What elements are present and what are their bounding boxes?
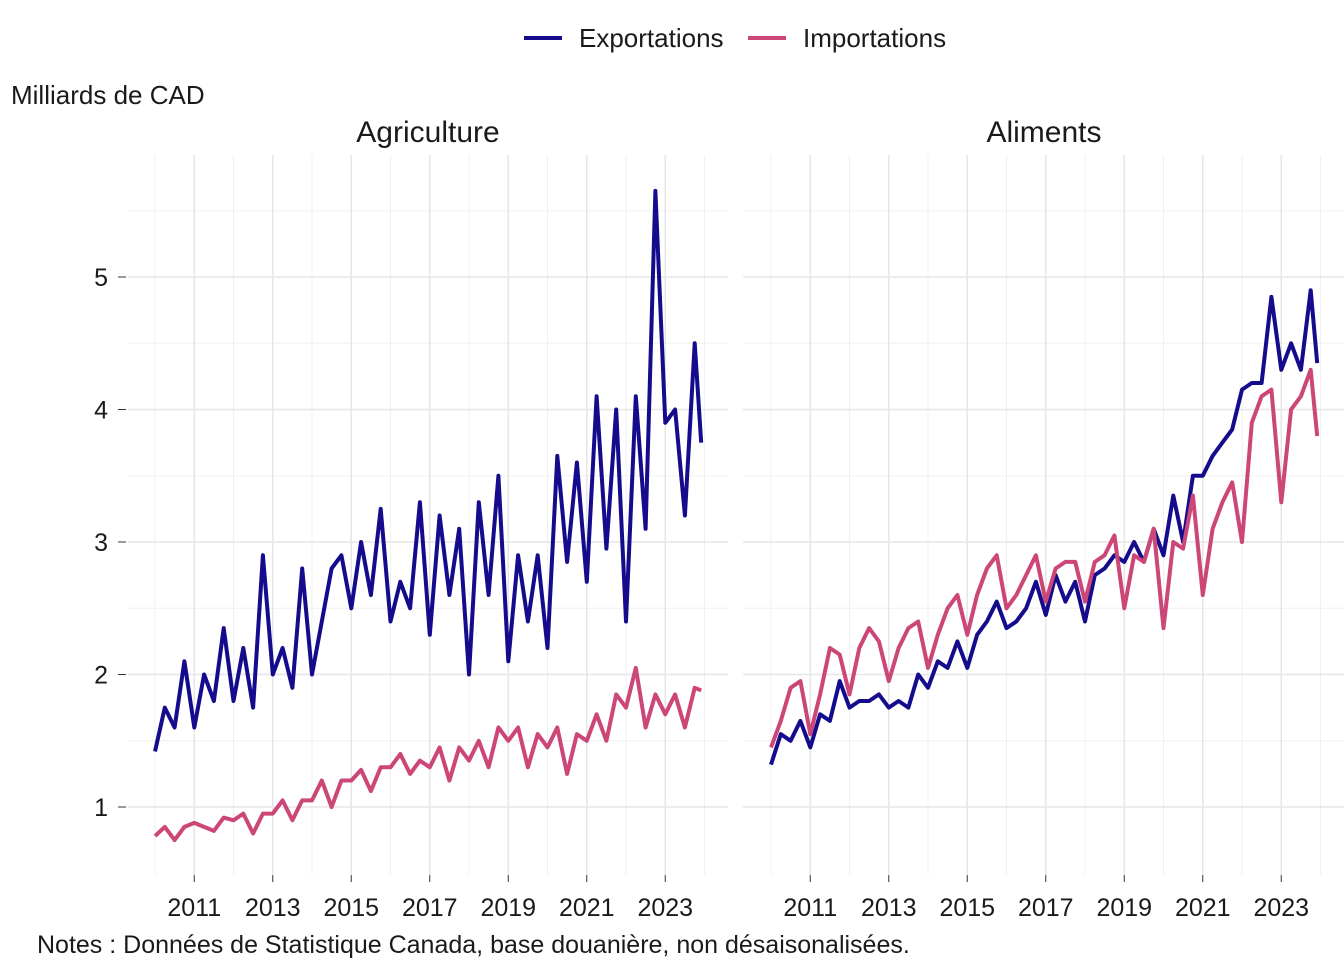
legend: Exportations Importations — [524, 23, 946, 53]
x-tick-label: 2017 — [1018, 894, 1074, 922]
x-tick-label: 2021 — [1175, 894, 1231, 922]
x-tick-label: 2019 — [1096, 894, 1152, 922]
legend-label-importations: Importations — [803, 23, 946, 53]
y-tick-label: 5 — [94, 264, 108, 292]
x-tick-label: 2017 — [402, 894, 458, 922]
panel-title-agriculture: Agriculture — [356, 116, 499, 149]
x-tick-label: 2023 — [637, 894, 693, 922]
chart-note: Notes : Données de Statistique Canada, b… — [37, 931, 910, 959]
legend-label-exportations: Exportations — [579, 23, 724, 53]
y-tick-label: 1 — [94, 794, 108, 822]
panel-title-aliments: Aliments — [986, 116, 1101, 149]
y-tick-label: 4 — [94, 397, 108, 425]
series-line-importations — [153, 665, 702, 843]
x-tick-label: 2013 — [245, 894, 301, 922]
y-tick-label: 3 — [94, 529, 108, 557]
x-tick-label: 2019 — [480, 894, 536, 922]
x-tick-label: 2011 — [783, 894, 837, 922]
series-line-exportations — [769, 288, 1320, 766]
x-tick-label: 2015 — [323, 894, 379, 922]
series-line-exportations — [153, 188, 704, 752]
x-tick-label: 2015 — [939, 894, 995, 922]
x-tick-label: 2021 — [559, 894, 615, 922]
x-tick-label: 2013 — [861, 894, 917, 922]
x-tick-label: 2023 — [1253, 894, 1309, 922]
panel-aliments: 2011 2013 2015 2017 2019 2021 2023 — [743, 155, 1344, 922]
x-tick-label: 2011 — [167, 894, 221, 922]
series-line-importations — [769, 367, 1320, 749]
y-axis-label: Milliards de CAD — [11, 80, 205, 110]
y-tick-label: 2 — [94, 662, 108, 690]
panel-agriculture: 2011 2013 2015 2017 2019 2021 2023 1 2 3 4 5 — [94, 155, 728, 922]
